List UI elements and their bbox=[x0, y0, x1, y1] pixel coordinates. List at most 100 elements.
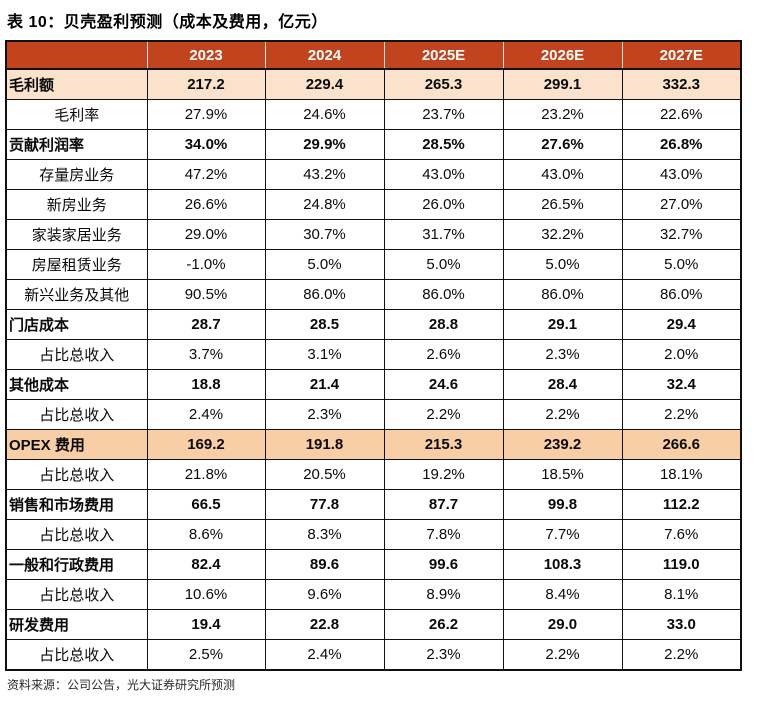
table-row: 贡献利润率 34.0% 29.9% 28.5% 27.6% 26.8% bbox=[5, 129, 742, 160]
value-cell: 2.5% bbox=[146, 639, 266, 671]
value-cell: 20.5% bbox=[264, 459, 385, 490]
value-cell: 2.0% bbox=[621, 339, 742, 370]
value-cell: 23.2% bbox=[502, 99, 623, 130]
value-cell: 265.3 bbox=[383, 68, 504, 100]
value-cell: 5.0% bbox=[621, 249, 742, 280]
header-cell-year: 2027E bbox=[621, 41, 741, 70]
value-cell: 18.8 bbox=[146, 369, 266, 400]
value-cell: 5.0% bbox=[383, 249, 504, 280]
value-cell: 112.2 bbox=[621, 489, 742, 520]
value-cell: 169.2 bbox=[146, 429, 266, 460]
value-cell: 108.3 bbox=[502, 549, 623, 580]
header-cell-year: 2025E bbox=[383, 41, 503, 70]
table-row: 其他成本 18.8 21.4 24.6 28.4 32.4 bbox=[5, 369, 742, 400]
value-cell: 29.0 bbox=[502, 609, 623, 640]
value-cell: 22.6% bbox=[621, 99, 742, 130]
value-cell: 2.4% bbox=[264, 639, 385, 671]
value-cell: 229.4 bbox=[264, 68, 385, 100]
row-label: 占比总收入 bbox=[5, 639, 148, 671]
value-cell: 27.9% bbox=[146, 99, 266, 130]
value-cell: 7.8% bbox=[383, 519, 504, 550]
row-label: 存量房业务 bbox=[5, 159, 148, 190]
value-cell: 26.5% bbox=[502, 189, 623, 220]
value-cell: 2.3% bbox=[502, 339, 623, 370]
value-cell: 24.6% bbox=[264, 99, 385, 130]
value-cell: 99.6 bbox=[383, 549, 504, 580]
value-cell: 3.1% bbox=[264, 339, 385, 370]
value-cell: 99.8 bbox=[502, 489, 623, 520]
value-cell: 90.5% bbox=[146, 279, 266, 310]
header-row: 2023 2024 2025E 2026E 2027E bbox=[6, 41, 741, 70]
value-cell: 5.0% bbox=[264, 249, 385, 280]
value-cell: 86.0% bbox=[502, 279, 623, 310]
value-cell: 26.0% bbox=[383, 189, 504, 220]
value-cell: 87.7 bbox=[383, 489, 504, 520]
value-cell: 22.8 bbox=[264, 609, 385, 640]
value-cell: 119.0 bbox=[621, 549, 742, 580]
value-cell: 2.3% bbox=[383, 639, 504, 671]
value-cell: 43.0% bbox=[383, 159, 504, 190]
table-row: 门店成本 28.7 28.5 28.8 29.1 29.4 bbox=[5, 309, 742, 340]
value-cell: 2.2% bbox=[383, 399, 504, 430]
value-cell: 27.6% bbox=[502, 129, 623, 160]
value-cell: 2.2% bbox=[621, 399, 742, 430]
row-label: 毛利率 bbox=[5, 99, 148, 130]
value-cell: 34.0% bbox=[146, 129, 266, 160]
header-cell-year: 2023 bbox=[146, 41, 265, 70]
value-cell: 332.3 bbox=[621, 68, 742, 100]
value-cell: 32.2% bbox=[502, 219, 623, 250]
value-cell: 33.0 bbox=[621, 609, 742, 640]
table-row: 占比总收入 2.4% 2.3% 2.2% 2.2% 2.2% bbox=[5, 399, 742, 430]
value-cell: 29.4 bbox=[621, 309, 742, 340]
table-row: 占比总收入 10.6% 9.6% 8.9% 8.4% 8.1% bbox=[5, 579, 742, 610]
value-cell: -1.0% bbox=[146, 249, 266, 280]
value-cell: 191.8 bbox=[264, 429, 385, 460]
table-row: 新兴业务及其他 90.5% 86.0% 86.0% 86.0% 86.0% bbox=[5, 279, 742, 310]
value-cell: 8.9% bbox=[383, 579, 504, 610]
header-cell-year: 2024 bbox=[264, 41, 384, 70]
profit-forecast-table: 2023 2024 2025E 2026E 2027E 毛利额 217.2 229.4 265… bbox=[5, 40, 742, 671]
row-label: 贡献利润率 bbox=[5, 129, 148, 160]
value-cell: 18.5% bbox=[502, 459, 623, 490]
value-cell: 28.4 bbox=[502, 369, 623, 400]
value-cell: 27.0% bbox=[621, 189, 742, 220]
value-cell: 215.3 bbox=[383, 429, 504, 460]
row-label: 毛利额 bbox=[5, 68, 148, 100]
value-cell: 66.5 bbox=[146, 489, 266, 520]
value-cell: 86.0% bbox=[383, 279, 504, 310]
table-row: 一般和行政费用 82.4 89.6 99.6 108.3 119.0 bbox=[5, 549, 742, 580]
value-cell: 86.0% bbox=[621, 279, 742, 310]
row-label: 新房业务 bbox=[5, 189, 148, 220]
row-label: 门店成本 bbox=[5, 309, 148, 340]
table-row: 房屋租赁业务 -1.0% 5.0% 5.0% 5.0% 5.0% bbox=[5, 249, 742, 280]
value-cell: 21.4 bbox=[264, 369, 385, 400]
value-cell: 3.7% bbox=[146, 339, 266, 370]
value-cell: 28.5% bbox=[383, 129, 504, 160]
value-cell: 47.2% bbox=[146, 159, 266, 190]
header-cell-year: 2026E bbox=[502, 41, 622, 70]
row-label: 家装家居业务 bbox=[5, 219, 148, 250]
table-row: 存量房业务 47.2% 43.2% 43.0% 43.0% 43.0% bbox=[5, 159, 742, 190]
table-row: 占比总收入 2.5% 2.4% 2.3% 2.2% 2.2% bbox=[5, 639, 742, 671]
value-cell: 24.8% bbox=[264, 189, 385, 220]
value-cell: 8.1% bbox=[621, 579, 742, 610]
row-label: 新兴业务及其他 bbox=[5, 279, 148, 310]
value-cell: 26.8% bbox=[621, 129, 742, 160]
value-cell: 82.4 bbox=[146, 549, 266, 580]
value-cell: 9.6% bbox=[264, 579, 385, 610]
row-label: 房屋租赁业务 bbox=[5, 249, 148, 280]
value-cell: 43.2% bbox=[264, 159, 385, 190]
table-row: 占比总收入 3.7% 3.1% 2.6% 2.3% 2.0% bbox=[5, 339, 742, 370]
value-cell: 7.6% bbox=[621, 519, 742, 550]
value-cell: 29.9% bbox=[264, 129, 385, 160]
value-cell: 8.4% bbox=[502, 579, 623, 610]
row-label: 研发费用 bbox=[5, 609, 148, 640]
value-cell: 28.5 bbox=[264, 309, 385, 340]
value-cell: 43.0% bbox=[502, 159, 623, 190]
value-cell: 299.1 bbox=[502, 68, 623, 100]
value-cell: 21.8% bbox=[146, 459, 266, 490]
value-cell: 31.7% bbox=[383, 219, 504, 250]
value-cell: 89.6 bbox=[264, 549, 385, 580]
header-cell-empty bbox=[6, 41, 147, 70]
